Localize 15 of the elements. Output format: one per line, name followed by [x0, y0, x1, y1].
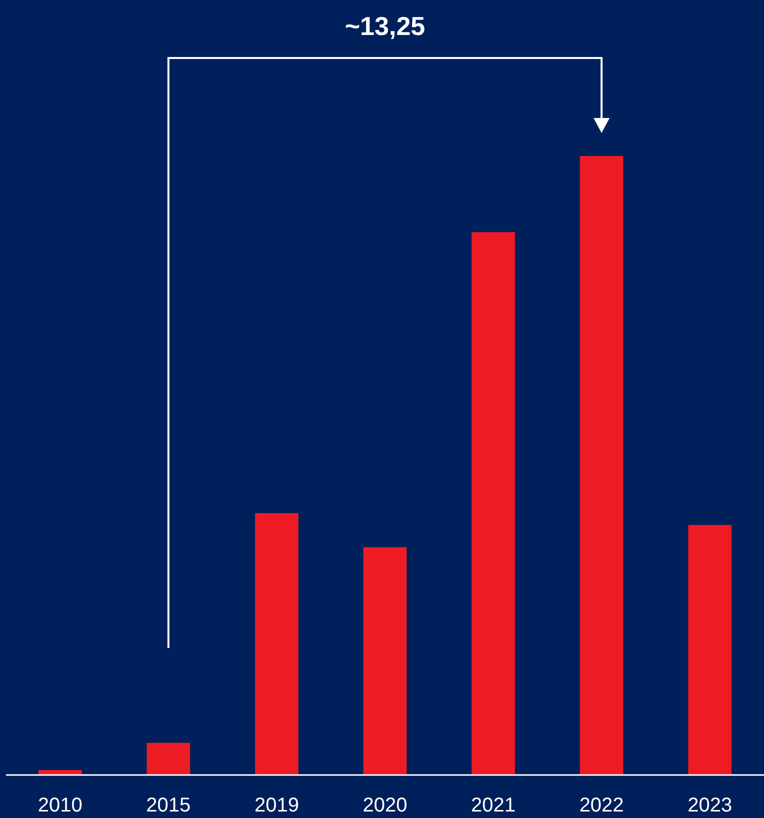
x-tick-label: 2010	[38, 794, 82, 816]
bar	[472, 232, 515, 775]
bar	[38, 770, 82, 775]
bar	[363, 547, 407, 775]
x-tick-label: 2019	[254, 794, 299, 816]
x-tick-label: 2023	[688, 794, 732, 816]
text: ~13,25	[344, 10, 426, 41]
x-tick-label: 2021	[471, 794, 516, 816]
x-tick-label: 2020	[362, 794, 408, 816]
bar	[580, 156, 624, 775]
x-tick-label: 2015	[146, 794, 191, 816]
bar	[688, 524, 732, 775]
bar	[255, 513, 298, 775]
bar	[146, 742, 190, 775]
x-tick-label: 2022	[579, 794, 624, 816]
